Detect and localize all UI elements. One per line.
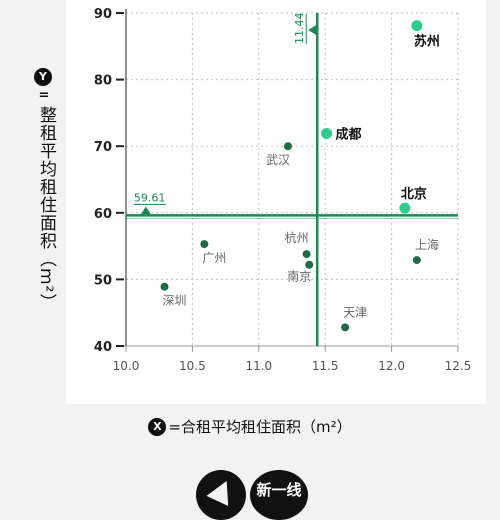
data-point xyxy=(412,256,421,265)
y-axis-title: Y = 整租平均租住面积（m²） xyxy=(24,68,64,388)
data-point xyxy=(321,128,333,140)
scatter-chart: 40 50 60 70 80 90 10.0 10.5 11.0 11.5 12.0 12.5 11.4… xyxy=(66,0,486,404)
y-tick-label: 90 xyxy=(94,7,112,22)
y-tick-label: 80 xyxy=(94,74,112,89)
y-tick-label: 50 xyxy=(94,273,112,288)
x-tick-label: 11.0 xyxy=(245,359,272,373)
x-tick-label: 11.5 xyxy=(312,359,339,373)
y-tick-label: 70 xyxy=(94,140,112,155)
data-point-label: 苏州 xyxy=(414,34,440,50)
x-tick-label: 10.0 xyxy=(113,359,140,373)
data-point-label: 南京 xyxy=(287,269,311,284)
x-axis-badge: X xyxy=(148,417,167,436)
x-axis-label: =合租平均租住面积（m²） xyxy=(168,418,352,436)
data-point-label: 武汉 xyxy=(266,153,290,167)
brand-logo-text: 新一线 xyxy=(250,470,308,520)
data-point-label: 北京 xyxy=(401,186,427,202)
x-reference-marker xyxy=(308,25,317,35)
x-tick-label: 12.5 xyxy=(445,359,472,373)
y-tick-label: 60 xyxy=(94,207,112,222)
data-point-label: 成都 xyxy=(336,127,362,143)
brand-logo-icon xyxy=(196,470,246,520)
y-axis-badge: Y xyxy=(34,68,52,86)
data-point-label: 深圳 xyxy=(163,294,187,308)
y-tick-label: 40 xyxy=(94,340,112,355)
y-reference-marker xyxy=(140,206,151,215)
data-point-label: 天津 xyxy=(343,305,367,319)
data-point xyxy=(411,20,423,32)
y-axis-label: 整租平均租住面积（m²） xyxy=(36,106,56,312)
footer-logos: 新一线 xyxy=(0,466,500,520)
plot-panel xyxy=(66,0,486,404)
x-reference-label: 11.44 xyxy=(293,13,306,45)
y-axis-equals: = xyxy=(38,88,50,103)
x-tick-label: 12.0 xyxy=(378,359,405,373)
data-point-label: 广州 xyxy=(202,251,226,265)
data-point-label: 上海 xyxy=(415,237,439,252)
x-axis-title: X =合租平均租住面积（m²） xyxy=(0,416,500,437)
data-point xyxy=(160,282,169,291)
data-point-label: 杭州 xyxy=(285,230,309,245)
data-point xyxy=(399,202,411,214)
data-point xyxy=(305,260,314,269)
data-point xyxy=(302,250,311,259)
y-reference-label: 59.61 xyxy=(134,191,166,204)
x-tick-label: 10.5 xyxy=(179,359,206,373)
data-point xyxy=(284,142,293,151)
data-point xyxy=(200,240,209,249)
data-point xyxy=(341,323,350,332)
